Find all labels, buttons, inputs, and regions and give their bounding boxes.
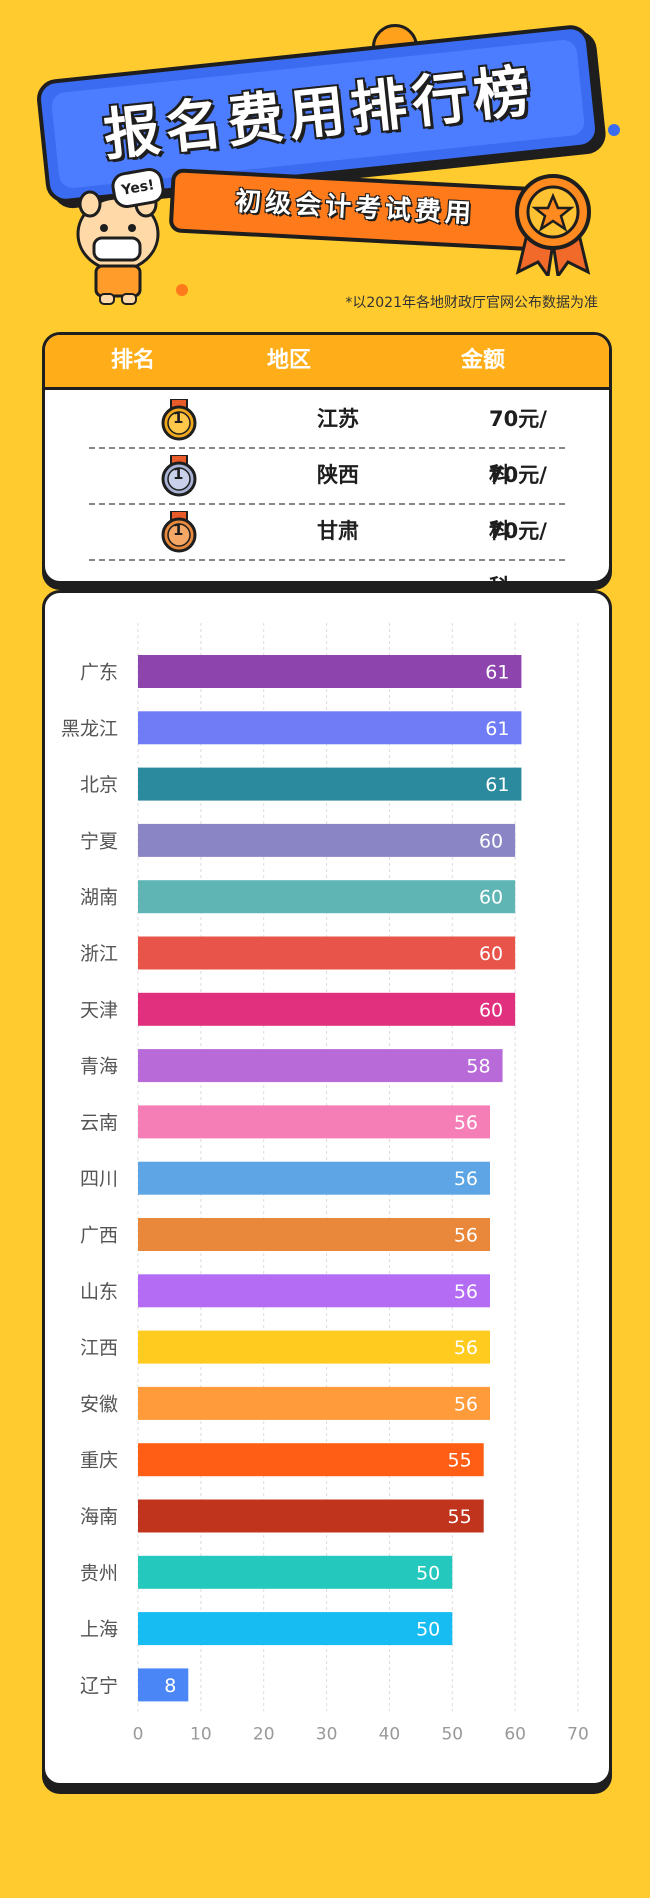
bronze-medal-icon: [161, 511, 197, 553]
data-label: 60: [479, 943, 503, 965]
category-label: 江西: [80, 1337, 118, 1359]
data-label: 8: [164, 1675, 176, 1697]
data-label: 60: [479, 887, 503, 909]
x-tick-label: 30: [316, 1724, 338, 1744]
category-label: 黑龙江: [61, 718, 118, 740]
data-label: 60: [479, 830, 503, 852]
amount-cell: 70元/科: [489, 519, 547, 581]
bar: [138, 1443, 484, 1477]
amount-cell: 70元/科: [489, 407, 547, 487]
data-label: 55: [448, 1506, 472, 1528]
column-region: 地区: [267, 348, 312, 373]
bar: [138, 1274, 490, 1308]
category-label: 广东: [80, 662, 118, 684]
category-label: 上海: [80, 1619, 118, 1641]
category-label: 云南: [80, 1112, 118, 1134]
medal-rank-number: 1: [173, 465, 184, 483]
x-tick-label: 10: [190, 1724, 212, 1744]
category-label: 天津: [80, 999, 118, 1021]
region-cell: 江苏: [317, 407, 359, 431]
silver-medal-icon: [161, 455, 197, 497]
x-tick-label: 70: [567, 1724, 589, 1744]
category-label: 山东: [80, 1281, 118, 1303]
bar: [138, 823, 516, 857]
category-label: 湖南: [80, 887, 118, 909]
region-cell: 甘肃: [317, 519, 359, 543]
bar-chart: 0 10 20 30 40 50 60 70 广东 61 黑龙江 61 北京 61 宁夏 60 湖南 60 浙江 60…: [61, 623, 589, 1744]
amount-cell: 70元/科: [489, 463, 547, 543]
data-label: 58: [466, 1056, 490, 1078]
top-ranking-table: 排名 地区 金额 1 江苏 70元/科 1 陕西 70元/科 1 甘肃 70元/…: [42, 332, 612, 584]
x-tick-label: 0: [133, 1724, 144, 1744]
bar: [138, 1161, 490, 1195]
category-label: 重庆: [80, 1450, 118, 1472]
gold-medal-icon: [161, 399, 197, 441]
data-label: 56: [454, 1281, 478, 1303]
bar: [138, 1049, 503, 1083]
blue-dot-decoration: [608, 124, 620, 136]
table-header: 排名 地区 金额: [45, 335, 609, 390]
bar: [138, 711, 522, 745]
medal-rank-number: 1: [173, 409, 184, 427]
orange-dot-decoration: [176, 284, 188, 296]
x-tick-label: 60: [504, 1724, 526, 1744]
data-source-note: *以2021年各地财政厅官网公布数据为准: [345, 295, 598, 311]
category-label: 广西: [80, 1225, 118, 1247]
table-row: 1 陕西 70元/科: [89, 447, 565, 543]
data-label: 50: [416, 1562, 440, 1584]
data-label: 56: [454, 1112, 478, 1134]
data-label: 50: [416, 1619, 440, 1641]
bar: [138, 1330, 490, 1364]
data-label: 56: [454, 1168, 478, 1190]
bar: [138, 767, 522, 801]
data-label: 56: [454, 1225, 478, 1247]
data-label: 56: [454, 1337, 478, 1359]
region-cell: 陕西: [317, 463, 359, 487]
bar: [138, 1555, 453, 1589]
x-tick-label: 20: [253, 1724, 275, 1744]
category-label: 青海: [80, 1056, 118, 1078]
x-tick-label: 50: [441, 1724, 463, 1744]
data-label: 56: [454, 1393, 478, 1415]
category-label: 安徽: [80, 1393, 118, 1415]
bar: [138, 1612, 453, 1646]
bar: [138, 1386, 490, 1420]
bar: [138, 992, 516, 1026]
category-label: 贵州: [80, 1562, 118, 1584]
bar: [138, 1218, 490, 1251]
data-label: 61: [485, 718, 509, 740]
bar: [138, 1668, 189, 1702]
data-label: 55: [448, 1450, 472, 1472]
table-row: 1 甘肃 70元/科: [89, 503, 565, 581]
data-label: 60: [479, 999, 503, 1021]
category-label: 海南: [80, 1506, 118, 1528]
category-label: 四川: [80, 1168, 118, 1190]
medal-rank-number: 1: [173, 521, 184, 539]
category-label: 浙江: [80, 943, 118, 965]
bar-chart-card: 0 10 20 30 40 50 60 70 广东 61 黑龙江 61 北京 61 宁夏 60 湖南 60 浙江 60…: [42, 590, 612, 1786]
table-row: 1 江苏 70元/科: [89, 391, 565, 487]
column-rank: 排名: [111, 348, 156, 373]
bar: [138, 936, 516, 970]
data-label: 61: [485, 662, 509, 684]
x-tick-label: 40: [379, 1724, 401, 1744]
bar: [138, 880, 516, 914]
column-amount: 金额: [461, 348, 506, 373]
bar: [138, 1105, 490, 1139]
bar: [138, 655, 522, 688]
data-label: 61: [485, 774, 509, 796]
medal-badge-icon: [515, 174, 591, 276]
category-label: 北京: [80, 774, 118, 796]
category-label: 宁夏: [80, 830, 118, 852]
category-label: 辽宁: [80, 1675, 118, 1697]
bar: [138, 1499, 484, 1533]
